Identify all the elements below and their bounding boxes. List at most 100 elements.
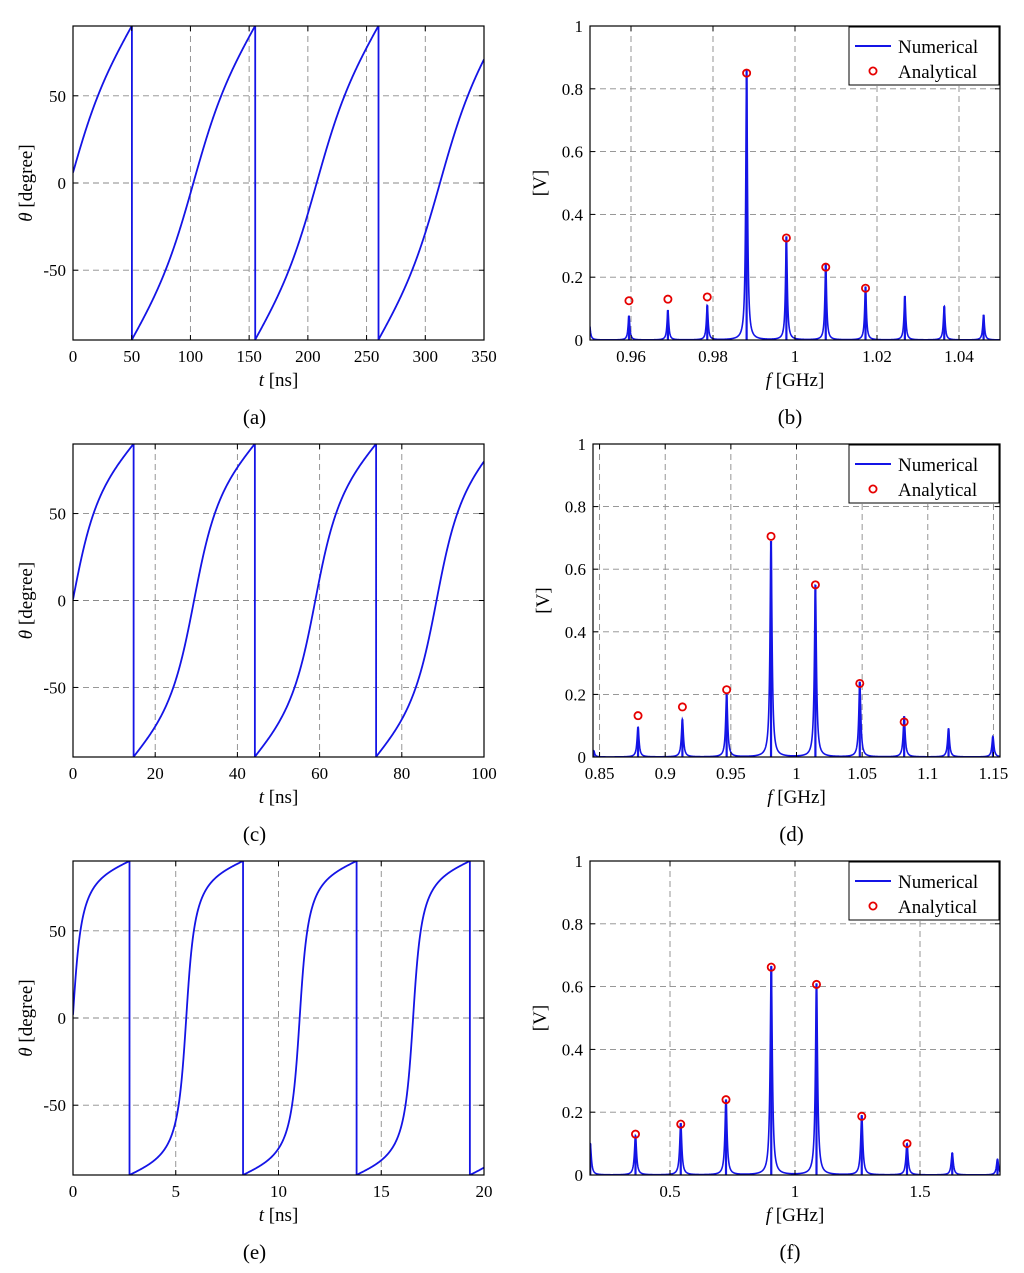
- analytical-point: [902, 1139, 912, 1149]
- x-axis-label: t [ns]: [259, 1205, 299, 1226]
- y-tick-label: 0: [58, 174, 67, 193]
- legend-label-analytical: Analytical: [898, 897, 977, 918]
- x-axis-unit: [GHz]: [771, 370, 824, 391]
- y-axis-unit: [V]: [530, 170, 551, 196]
- x-tick-label: 40: [229, 764, 246, 783]
- analytical-point: [663, 294, 673, 304]
- panel-a: 0 50 100 150 200 250 300 350 -50 0 50 t [ns] θ [degr…: [16, 25, 497, 429]
- x-axis-symbol: t: [259, 1205, 265, 1226]
- x-axis-label: f [GHz]: [766, 370, 825, 391]
- x-axis-symbol: f: [767, 787, 775, 808]
- x-tick-label: 0.9: [655, 764, 676, 783]
- x-tick-label: 300: [413, 347, 439, 366]
- theta-curve: [73, 26, 484, 340]
- theta-curve: [73, 861, 484, 1175]
- x-axis-symbol: f: [766, 1205, 774, 1226]
- y-tick-label: 0: [575, 331, 584, 350]
- panel-label: (a): [243, 405, 266, 429]
- x-tick-label: 1: [791, 1182, 800, 1201]
- analytical-point: [631, 1129, 641, 1139]
- x-tick-label: 350: [471, 347, 497, 366]
- x-tick-label: 0.85: [585, 764, 615, 783]
- legend: Numerical Analytical: [848, 444, 1000, 504]
- y-tick-label: 0: [575, 1166, 584, 1185]
- y-axis-unit: [V]: [530, 1005, 551, 1031]
- y-tick-label: 1: [575, 852, 584, 871]
- analytical-point: [899, 717, 909, 727]
- panel-label: (e): [243, 1240, 266, 1264]
- x-axis-unit: [GHz]: [771, 1205, 824, 1226]
- x-tick-label: 20: [147, 764, 164, 783]
- legend-marker-analytical: [868, 484, 878, 494]
- x-tick-label: 1: [792, 764, 801, 783]
- x-tick-label: 20: [476, 1182, 493, 1201]
- x-tick-label: 15: [373, 1182, 390, 1201]
- x-axis-unit: [ns]: [264, 370, 298, 391]
- x-tick-label: 1.04: [944, 347, 974, 366]
- y-tick-label: 0.6: [562, 143, 583, 162]
- x-tick-label: 0.98: [698, 347, 728, 366]
- analytical-point: [676, 1119, 686, 1129]
- y-tick-label: 0.2: [565, 685, 586, 704]
- y-tick-label: 50: [49, 922, 66, 941]
- analytical-point: [624, 296, 634, 306]
- y-tick-label: 0.4: [565, 623, 587, 642]
- analytical-point: [722, 685, 732, 695]
- y-axis-unit: [degree]: [16, 144, 37, 212]
- panel-label: (f): [780, 1240, 801, 1264]
- x-tick-label: 80: [393, 764, 410, 783]
- y-tick-label: 0: [578, 748, 587, 767]
- y-tick-label: 0: [58, 592, 67, 611]
- legend-marker-analytical: [868, 901, 878, 911]
- panel-e: 0 5 10 15 20 -50 0 50 t [ns] θ [degree] (e): [16, 860, 493, 1264]
- y-axis-label: θ [degree]: [16, 562, 37, 639]
- x-axis-symbol: t: [259, 370, 265, 391]
- y-tick-label: 0.4: [562, 205, 584, 224]
- x-tick-label: 1.1: [917, 764, 938, 783]
- y-tick-label: 0.6: [562, 978, 583, 997]
- plot-area-c: [73, 444, 484, 757]
- analytical-point: [742, 68, 752, 78]
- y-tick-label: 1: [575, 17, 584, 36]
- x-tick-label: 0: [69, 764, 78, 783]
- x-tick-label: 1.05: [847, 764, 877, 783]
- legend-label-numerical: Numerical: [898, 455, 978, 476]
- x-tick-label: 0.95: [716, 764, 746, 783]
- x-axis-unit: [GHz]: [773, 787, 826, 808]
- analytical-point: [766, 531, 776, 541]
- analytical-point: [855, 678, 865, 688]
- analytical-point: [857, 1111, 867, 1121]
- y-tick-label: 0.8: [565, 498, 586, 517]
- x-tick-label: 1.15: [979, 764, 1009, 783]
- legend-label-analytical: Analytical: [898, 62, 977, 83]
- legend: Numerical Analytical: [848, 26, 1000, 86]
- analytical-point: [721, 1095, 731, 1105]
- x-tick-label: 0.96: [616, 347, 646, 366]
- y-axis-label: θ [degree]: [16, 979, 37, 1056]
- analytical-point: [821, 262, 831, 272]
- legend-label-numerical: Numerical: [898, 37, 978, 58]
- y-axis-unit: [degree]: [16, 979, 37, 1047]
- analytical-point: [861, 283, 871, 293]
- legend-box: [848, 444, 1000, 504]
- x-tick-label: 100: [178, 347, 204, 366]
- y-tick-label: 0.8: [562, 80, 583, 99]
- panel-f: 0.5 1 1.500.20.40.60.81f [GHz][V](f)Numeri…: [530, 852, 1001, 1264]
- x-tick-label: 50: [123, 347, 140, 366]
- y-tick-label: 1: [578, 435, 587, 454]
- analytical-point: [677, 702, 687, 712]
- legend-label-numerical: Numerical: [898, 872, 978, 893]
- x-tick-label: 250: [354, 347, 380, 366]
- analytical-point: [633, 711, 643, 721]
- y-axis-label: [V]: [533, 587, 554, 613]
- x-tick-label: 0: [69, 1182, 78, 1201]
- analytical-point: [810, 580, 820, 590]
- panel-c: 0 20 40 60 80 100 -50 0 50 t [ns] θ [degree] (c): [16, 443, 497, 846]
- plot-area-a: [73, 26, 484, 340]
- x-axis-symbol: f: [766, 370, 774, 391]
- legend-label-analytical: Analytical: [898, 480, 977, 501]
- y-axis-label: θ [degree]: [16, 144, 37, 221]
- y-tick-label: 0.6: [565, 560, 586, 579]
- y-tick-label: 0.8: [562, 915, 583, 934]
